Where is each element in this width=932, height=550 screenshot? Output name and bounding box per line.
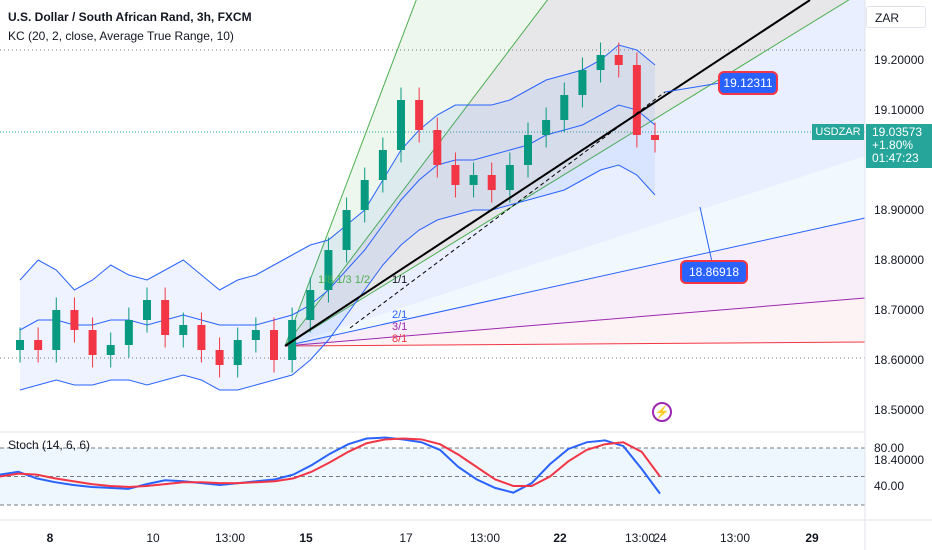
price-tick-label: 18.80000 — [874, 253, 924, 267]
fan-ray-1-2 — [284, 0, 850, 347]
trend-lines: 1/1 2/13/18/1 1/8 1/3 1/2 — [284, 0, 811, 347]
callout-leader-lower — [699, 206, 713, 263]
candle-body — [70, 310, 79, 330]
time-tick-label: 13:00 — [625, 531, 655, 545]
candle-body — [306, 290, 315, 320]
price-tick-label: 19.20000 — [874, 53, 924, 67]
price-tick-label: 18.50000 — [874, 403, 924, 417]
candle-body — [378, 150, 387, 180]
fan-label-top: 1/8 1/3 1/2 — [318, 274, 370, 286]
trend-line-dashed — [349, 91, 666, 329]
time-tick-label: 13:00 — [470, 531, 500, 545]
candle-body — [233, 340, 242, 365]
callout-upper[interactable]: 19.12311 — [720, 73, 776, 93]
channel-lower — [19, 164, 656, 391]
candle-body — [596, 55, 605, 70]
candle-body — [415, 100, 424, 130]
current-price: 19.03573 — [872, 125, 923, 139]
candle-body — [106, 345, 115, 355]
stoch-title[interactable]: Stoch (14, 6, 6) — [8, 438, 91, 452]
candle-body — [397, 100, 405, 150]
bar-countdown: 01:47:23 — [872, 151, 919, 165]
time-tick-label: 10 — [146, 531, 160, 545]
candle-body — [88, 330, 97, 355]
price-tick-label: 18.90000 — [874, 203, 924, 217]
candle-body — [487, 175, 496, 190]
stoch-tick-label: 80.00 — [874, 441, 904, 455]
candle-body — [632, 65, 641, 135]
stoch-d-line — [0, 437, 661, 488]
time-tick-label: 29 — [805, 531, 819, 545]
lightning-icon[interactable]: ⚡ — [652, 402, 672, 422]
trend-line-main — [284, 0, 811, 347]
fan-ray-8-1 — [284, 341, 866, 347]
price-tick-label: 18.60000 — [874, 353, 924, 367]
stoch-k-line — [0, 436, 661, 495]
stoch-tick-label: 40.00 — [874, 479, 904, 493]
candles — [16, 42, 659, 378]
candle-body — [324, 250, 333, 290]
candle-body — [524, 135, 532, 165]
time-tick-label: 8 — [47, 531, 54, 545]
callout-leader-upper — [664, 82, 721, 93]
fan-label-l4: 8/1 — [392, 333, 407, 345]
time-tick-label: 22 — [553, 531, 567, 545]
candle-body — [288, 320, 297, 360]
candle-body — [179, 325, 188, 335]
current-price-box: 19.03573 +1.80% 01:47:23 — [866, 124, 932, 168]
candle-body — [124, 320, 133, 345]
callout-lower[interactable]: 18.86918 — [682, 262, 746, 282]
candle-body — [161, 300, 170, 335]
time-tick-label: 13:00 — [720, 531, 750, 545]
price-tick-label: 18.70000 — [874, 303, 924, 317]
candle-body — [251, 330, 260, 340]
candle-body — [578, 70, 587, 95]
indicator-title[interactable]: KC (20, 2, close, Average True Range, 10… — [8, 29, 234, 43]
candle-body — [16, 340, 24, 350]
currency-selector[interactable]: ZAR — [866, 6, 926, 28]
price-tick-label: 18.40000 — [874, 453, 924, 467]
time-tick-label: 13:00 — [215, 531, 245, 545]
time-tick-label: 15 — [299, 531, 313, 545]
fan-label-l1: 1/1 — [392, 274, 407, 286]
candle-body — [542, 120, 551, 135]
fan-ray-3-1 — [284, 297, 866, 347]
candle-body — [197, 325, 206, 350]
stochastic-panel — [0, 431, 865, 506]
chart-title: U.S. Dollar / South African Rand, 3h, FX… — [8, 10, 252, 24]
candle-body — [360, 180, 369, 210]
stoch-band — [0, 448, 865, 505]
candle-body — [505, 165, 514, 190]
channel-upper — [19, 44, 656, 291]
candle-body — [614, 55, 623, 65]
channel-fill — [20, 45, 655, 390]
price-tick-label: 19.10000 — [874, 103, 924, 117]
fan-ray-1-8 — [284, 0, 417, 347]
current-change: +1.80% — [872, 138, 914, 152]
candle-body — [651, 135, 659, 140]
fan-label-l3: 3/1 — [392, 321, 407, 333]
candle-body — [215, 350, 224, 365]
symbol-badge: USDZAR — [812, 124, 864, 140]
candle-body — [34, 340, 43, 350]
fan-ray-2-1 — [284, 217, 866, 347]
candle-body — [433, 130, 442, 165]
candle-body — [270, 330, 278, 360]
candle-body — [342, 210, 351, 250]
candle-body — [52, 310, 61, 350]
candle-body — [469, 175, 478, 185]
candle-body — [560, 95, 569, 120]
fan-label-l2: 2/1 — [392, 309, 407, 321]
candle-body — [451, 165, 460, 185]
fan-zone — [285, 156, 865, 346]
time-tick-label: 17 — [399, 531, 413, 545]
candle-body — [143, 300, 151, 320]
time-tick-label: 24 — [653, 531, 667, 545]
